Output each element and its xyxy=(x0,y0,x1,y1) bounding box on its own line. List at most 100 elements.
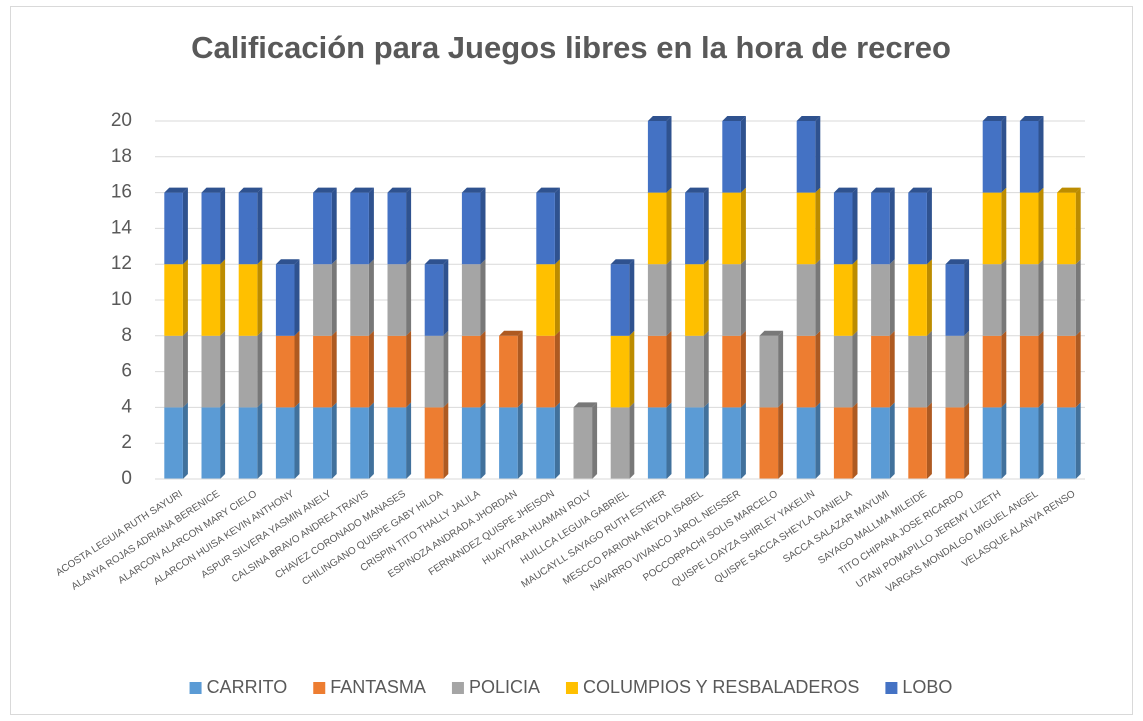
bar-segment xyxy=(313,335,332,408)
bar-side xyxy=(740,330,746,408)
bar-segment xyxy=(871,264,890,336)
bar-segment xyxy=(796,407,816,479)
bar-segment xyxy=(945,264,965,336)
bar-side xyxy=(703,187,709,265)
bar-side xyxy=(666,402,672,479)
legend-label: FANTASMA xyxy=(330,677,426,697)
bar-segment xyxy=(461,264,481,336)
bar-side xyxy=(1001,259,1007,336)
bar-top xyxy=(833,187,858,193)
bar-segment xyxy=(982,335,1002,408)
bar-top xyxy=(536,187,560,193)
bar-side xyxy=(1075,402,1081,479)
bar-side xyxy=(220,330,226,408)
bar-segment xyxy=(647,121,667,193)
bar-segment xyxy=(833,407,853,479)
bar-segment xyxy=(424,407,444,479)
bar-top xyxy=(647,116,672,121)
bar-side xyxy=(182,259,188,336)
bar-side xyxy=(740,116,746,193)
bar-side xyxy=(1001,330,1007,408)
y-tick-label: 2 xyxy=(121,432,132,453)
bar-side xyxy=(443,330,449,408)
bar-segment xyxy=(350,264,369,336)
bar-segment xyxy=(536,407,555,479)
bar-side xyxy=(1075,330,1081,408)
y-tick-label: 16 xyxy=(111,182,132,203)
bar-segment xyxy=(796,264,816,336)
bar-top xyxy=(685,187,709,193)
bar-side xyxy=(852,259,858,336)
bar-segment xyxy=(238,335,258,408)
bar-segment xyxy=(201,335,221,408)
bar-side xyxy=(554,402,560,479)
y-tick-label: 20 xyxy=(111,110,132,131)
bar-top xyxy=(908,187,932,193)
bar-top xyxy=(722,116,746,121)
bar-side xyxy=(852,187,858,265)
bar-side xyxy=(666,116,672,193)
bar-side xyxy=(815,259,821,336)
bar-segment xyxy=(238,192,258,265)
bar-side xyxy=(926,187,932,265)
bar-side xyxy=(889,330,895,408)
bar-segment xyxy=(1057,407,1076,479)
bar-segment xyxy=(387,192,407,265)
bar-segment xyxy=(722,335,741,408)
bar-segment xyxy=(1019,121,1039,193)
bar-side xyxy=(703,330,709,408)
bar-side xyxy=(220,402,226,479)
bar-segment xyxy=(908,264,927,336)
legend-label: CARRITO xyxy=(207,677,288,697)
bar-top xyxy=(1019,116,1044,121)
bar-side xyxy=(666,330,672,408)
bar-segment xyxy=(275,407,295,479)
bar-side xyxy=(1038,116,1044,193)
bar-side xyxy=(1075,259,1081,336)
bar-segment xyxy=(722,264,741,336)
bar-segment xyxy=(201,192,221,265)
bar-top xyxy=(164,187,188,193)
bar-top xyxy=(871,187,895,193)
bar-segment xyxy=(461,192,481,265)
bar-segment xyxy=(350,335,369,408)
bar-segment xyxy=(499,407,518,479)
bar-side xyxy=(554,187,560,265)
bar-segment xyxy=(499,335,518,408)
bar-segment xyxy=(536,264,555,336)
bar-segment xyxy=(833,192,853,265)
bar-top xyxy=(1057,187,1081,193)
bar-segment xyxy=(1019,192,1039,265)
bar-segment xyxy=(871,335,890,408)
bar-side xyxy=(629,330,635,408)
bar-side xyxy=(220,259,226,336)
bar-segment xyxy=(1019,407,1039,479)
bar-side xyxy=(517,402,523,479)
bar-segment xyxy=(424,264,444,336)
bar-top xyxy=(275,259,300,265)
legend-swatch xyxy=(451,682,464,694)
y-tick-label: 12 xyxy=(111,253,132,274)
y-tick-label: 4 xyxy=(121,396,132,417)
bar-segment xyxy=(573,407,593,479)
bar-top xyxy=(759,330,784,336)
bar-side xyxy=(1038,187,1044,265)
bar-side xyxy=(1001,187,1007,265)
bar-top xyxy=(610,259,635,265)
bar-top xyxy=(982,116,1007,121)
bar-side xyxy=(443,259,449,336)
bar-segment xyxy=(461,407,481,479)
bar-side xyxy=(443,402,449,479)
bar-segment xyxy=(945,335,965,408)
bar-side xyxy=(480,402,486,479)
y-tick-label: 0 xyxy=(121,468,132,489)
bar-side xyxy=(592,402,598,479)
bar-segment xyxy=(387,264,407,336)
bar-segment xyxy=(1057,335,1076,408)
bar-segment xyxy=(387,335,407,408)
y-tick-label: 18 xyxy=(111,146,132,167)
bar-side xyxy=(1038,330,1044,408)
bar-top xyxy=(238,187,263,193)
bar-side xyxy=(257,187,263,265)
